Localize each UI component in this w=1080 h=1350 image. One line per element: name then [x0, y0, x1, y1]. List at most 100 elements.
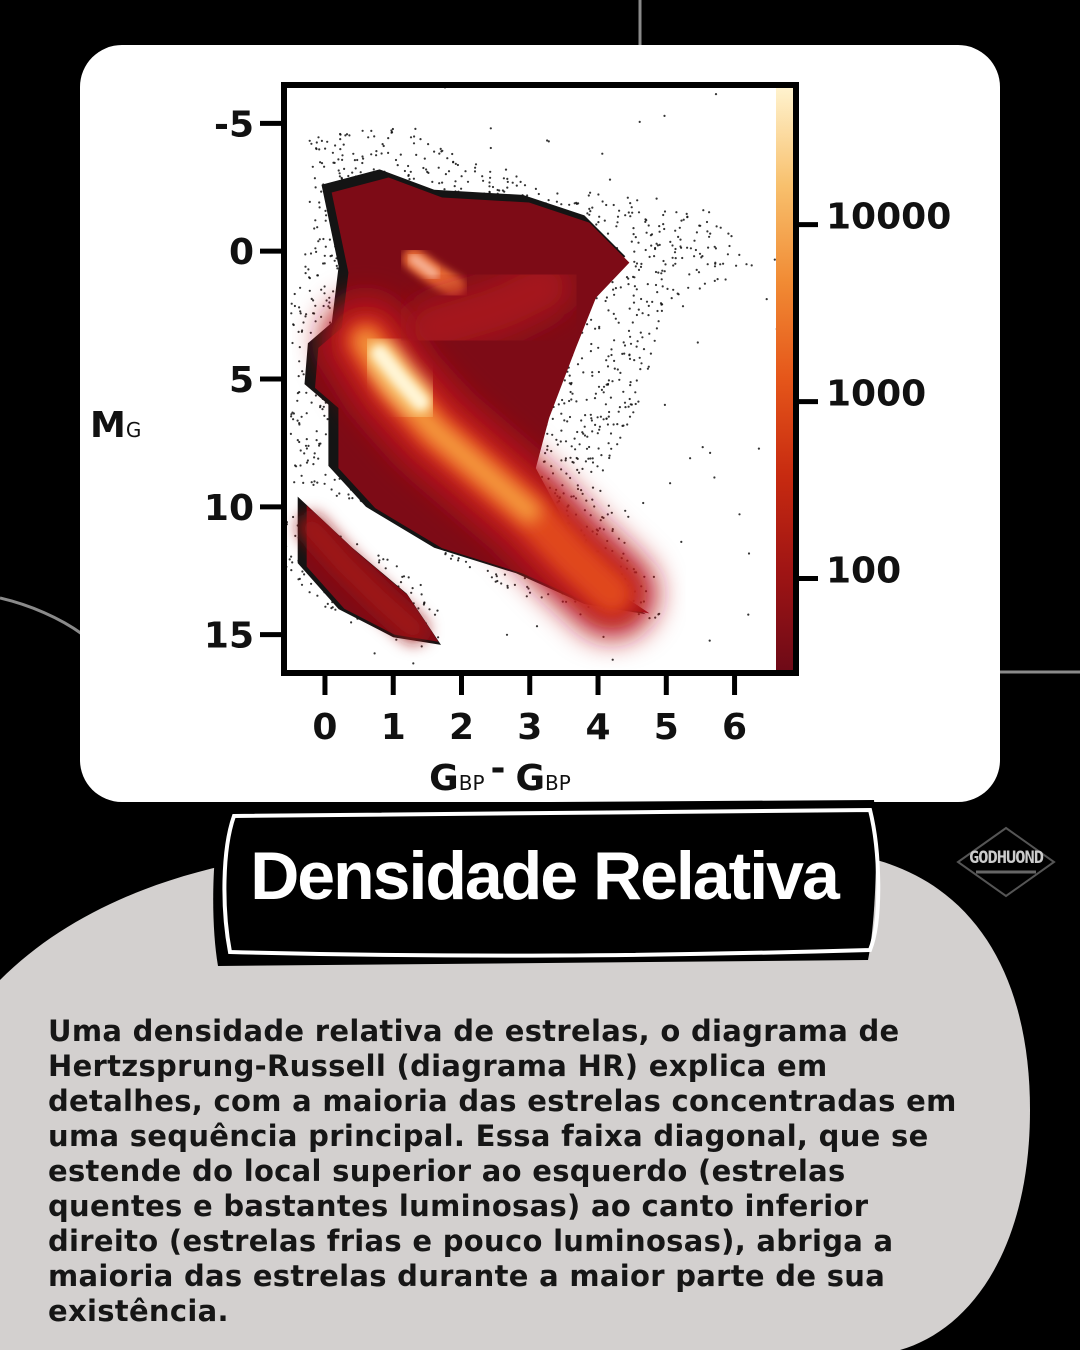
scatter-point [724, 278, 727, 281]
scatter-point [639, 331, 642, 334]
scatter-point [663, 210, 667, 213]
scatter-point [339, 133, 342, 136]
scatter-point [706, 230, 709, 233]
scatter-point [352, 152, 355, 155]
scatter-point [444, 173, 447, 176]
scatter-point [324, 245, 327, 248]
scatter-point [627, 277, 630, 280]
scatter-point [575, 202, 578, 205]
scatter-point [431, 180, 434, 183]
scatter-point [634, 265, 637, 268]
scatter-point [298, 346, 301, 349]
scatter-point [694, 248, 698, 252]
scatter-point [576, 430, 579, 434]
colorbar-tick-label: 10000 [826, 197, 951, 238]
scatter-point [632, 294, 635, 297]
scatter-point [617, 410, 620, 413]
scatter-point [738, 253, 741, 256]
scatter-point [687, 286, 690, 289]
scatter-point [313, 480, 316, 483]
scatter-point [618, 378, 621, 381]
scatter-point [317, 240, 320, 243]
scatter-point [452, 161, 455, 164]
scatter-point [433, 150, 436, 153]
scatter-point [611, 380, 614, 383]
scatter-point [585, 499, 588, 502]
scatter-point [575, 400, 578, 403]
scatter-point [322, 237, 325, 241]
scatter-point [591, 457, 594, 460]
scatter-point [318, 148, 321, 151]
scatter-point [709, 451, 712, 454]
scatter-point [590, 419, 593, 422]
scatter-point [350, 621, 353, 624]
scatter-point [602, 516, 605, 519]
scatter-point [613, 367, 616, 370]
scatter-point [608, 456, 611, 460]
scatter-point [584, 460, 587, 463]
scatter-point [604, 403, 608, 406]
scatter-point [292, 412, 295, 415]
scatter-point [581, 431, 584, 434]
scatter-point [590, 342, 593, 346]
scatter-point [642, 348, 646, 351]
scatter-point [610, 447, 613, 450]
scatter-point [314, 394, 317, 397]
scatter-point [612, 312, 615, 315]
scatter-point [639, 368, 642, 371]
scatter-point [626, 423, 629, 426]
scatter-point [546, 445, 549, 448]
scatter-point [546, 448, 549, 451]
scatter-point [317, 136, 320, 139]
scatter-point [318, 444, 321, 447]
scatter-point [645, 231, 648, 234]
scatter-point [635, 262, 639, 265]
scatter-point [438, 152, 441, 155]
scatter-point [605, 296, 609, 299]
scatter-point [504, 168, 508, 171]
scatter-point [728, 244, 731, 248]
scatter-point [410, 591, 413, 594]
scatter-point [647, 304, 650, 307]
scatter-point [502, 177, 505, 180]
scatter-point [581, 467, 584, 470]
scatter-point [563, 402, 566, 405]
scatter-point [598, 425, 602, 428]
scatter-point [323, 262, 326, 265]
scatter-point [373, 135, 376, 138]
scatter-point [440, 150, 443, 153]
scatter-point [299, 464, 302, 467]
scatter-point [696, 341, 699, 344]
scatter-point [663, 227, 666, 231]
scatter-point [327, 305, 330, 308]
scatter-point [314, 320, 317, 323]
scatter-point [653, 255, 656, 258]
scatter-point [631, 321, 634, 324]
scatter-point [608, 178, 612, 181]
scatter-point [407, 576, 410, 579]
scatter-point [590, 417, 593, 420]
scatter-point [299, 310, 302, 313]
scatter-point [489, 170, 492, 173]
scatter-point [425, 168, 428, 171]
scatter-point [644, 248, 647, 252]
scatter-point [361, 161, 364, 165]
scatter-point [569, 390, 572, 394]
scatter-point [311, 165, 314, 168]
scatter-point [568, 382, 571, 385]
scatter-point [698, 287, 701, 290]
scatter-point [591, 461, 595, 464]
scatter-point [547, 140, 550, 143]
scatter-point [345, 133, 349, 136]
brand-logo: GODHUOND [956, 826, 1056, 898]
scatter-point [610, 511, 613, 514]
scatter-point [427, 143, 430, 146]
scatter-point [681, 256, 684, 260]
scatter-point [715, 225, 718, 228]
scatter-point [632, 275, 635, 278]
scatter-point [568, 203, 571, 206]
scatter-point [719, 263, 722, 266]
scatter-point [454, 180, 457, 183]
scatter-point [586, 435, 589, 438]
scatter-point [428, 608, 431, 611]
